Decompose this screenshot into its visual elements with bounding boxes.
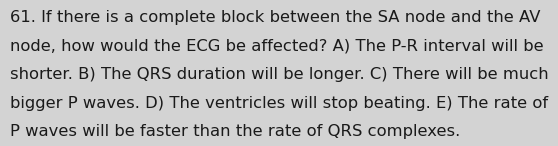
- Text: bigger P waves. D) The ventricles will stop beating. E) The rate of: bigger P waves. D) The ventricles will s…: [10, 96, 548, 111]
- Text: node, how would the ECG be affected? A) The P-R interval will be: node, how would the ECG be affected? A) …: [10, 39, 543, 54]
- Text: shorter. B) The QRS duration will be longer. C) There will be much: shorter. B) The QRS duration will be lon…: [10, 67, 549, 82]
- Text: 61. If there is a complete block between the SA node and the AV: 61. If there is a complete block between…: [10, 10, 541, 25]
- Text: P waves will be faster than the rate of QRS complexes.: P waves will be faster than the rate of …: [10, 124, 460, 139]
